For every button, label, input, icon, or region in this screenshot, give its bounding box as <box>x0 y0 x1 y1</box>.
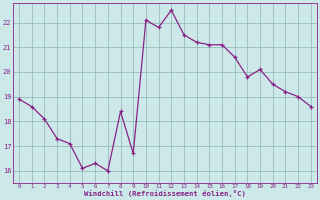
X-axis label: Windchill (Refroidissement éolien,°C): Windchill (Refroidissement éolien,°C) <box>84 190 246 197</box>
